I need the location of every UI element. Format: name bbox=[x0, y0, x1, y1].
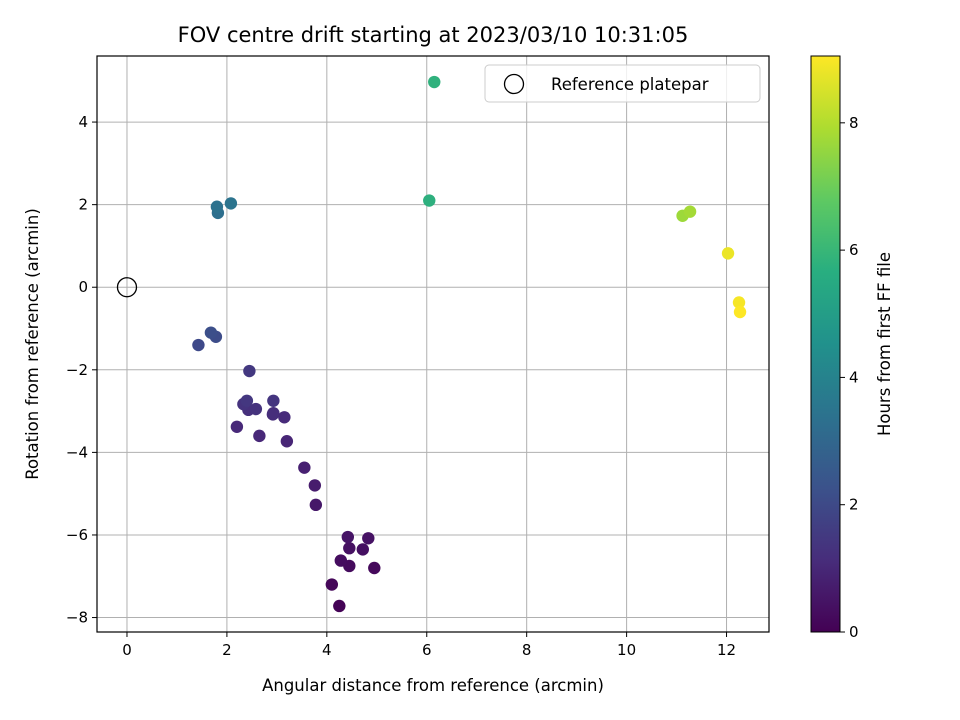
scatter-point bbox=[721, 247, 735, 260]
x-axis-ticks: 0 2 4 6 8 10 12 bbox=[122, 632, 736, 659]
x-tick-label: 10 bbox=[617, 641, 636, 659]
scatter-point bbox=[428, 75, 441, 89]
scatter-point bbox=[267, 406, 280, 420]
y-axis-ticks: −8 −6 −4 −2 0 2 4 bbox=[66, 113, 97, 627]
scatter-point bbox=[230, 420, 244, 433]
scatter-point bbox=[356, 543, 370, 556]
scatter-point bbox=[733, 305, 747, 319]
reference-platepar-marker bbox=[116, 277, 138, 298]
y-tick-label: −6 bbox=[66, 526, 88, 544]
scatter-point bbox=[278, 411, 291, 424]
colorbar-tick-label: 0 bbox=[849, 623, 859, 641]
scatter-point bbox=[253, 429, 266, 443]
legend-marker-open-circle bbox=[503, 73, 525, 95]
colorbar-label: Hours from first FF file bbox=[875, 252, 894, 436]
chart-title: FOV centre drift starting at 2023/03/10 … bbox=[178, 23, 689, 47]
legend-label-reference: Reference platepar bbox=[551, 75, 709, 94]
y-tick-label: −8 bbox=[66, 609, 88, 627]
colorbar-tick-label: 2 bbox=[849, 496, 859, 514]
scatter-point bbox=[267, 394, 280, 407]
scatter-point bbox=[362, 532, 375, 545]
scatter-point bbox=[423, 194, 436, 207]
scatter-point bbox=[683, 205, 697, 218]
scatter-point bbox=[343, 541, 356, 555]
scatter-point bbox=[341, 530, 355, 544]
scatter-point bbox=[298, 461, 311, 474]
x-tick-label: 0 bbox=[122, 641, 132, 659]
scatter-point bbox=[204, 326, 218, 339]
y-tick-label: 0 bbox=[78, 278, 88, 296]
colorbar-tick-label: 8 bbox=[849, 114, 859, 132]
y-axis-label: Rotation from reference (arcmin) bbox=[23, 208, 42, 480]
scatter-point bbox=[243, 364, 256, 378]
plot-frame bbox=[96, 55, 770, 633]
colorbar-tick-label: 6 bbox=[849, 241, 859, 259]
scatter-point bbox=[210, 200, 224, 213]
scatter-point bbox=[334, 554, 348, 567]
y-tick-label: −2 bbox=[66, 361, 88, 379]
y-tick-label: 2 bbox=[78, 196, 88, 214]
x-tick-label: 12 bbox=[717, 641, 736, 659]
colorbar-tick-label: 4 bbox=[849, 368, 859, 386]
y-tick-label: 4 bbox=[78, 113, 88, 131]
x-tick-label: 6 bbox=[422, 641, 432, 659]
scatter-point bbox=[325, 578, 339, 591]
scatter-point bbox=[368, 561, 381, 575]
scatter-points bbox=[192, 75, 747, 613]
colorbar: 0 2 4 6 8 Hours from first FF file bbox=[810, 55, 894, 641]
reference-layer bbox=[116, 277, 138, 298]
colorbar-gradient bbox=[810, 55, 841, 633]
scatter-point bbox=[308, 479, 322, 492]
scatter-point bbox=[249, 402, 263, 416]
colorbar-ticks: 0 2 4 6 8 bbox=[840, 114, 859, 641]
x-tick-label: 2 bbox=[222, 641, 232, 659]
legend-box bbox=[484, 64, 761, 103]
scatter-point bbox=[240, 394, 254, 407]
scatter-point bbox=[309, 498, 323, 512]
scatter-point bbox=[192, 338, 205, 352]
x-axis-label: Angular distance from reference (arcmin) bbox=[262, 676, 604, 695]
legend: Reference platepar bbox=[484, 64, 761, 103]
scatter-point bbox=[280, 435, 294, 448]
y-tick-label: −4 bbox=[66, 443, 88, 461]
scatter-point bbox=[732, 296, 746, 309]
x-tick-label: 8 bbox=[522, 641, 532, 659]
scatter-point bbox=[333, 599, 346, 613]
x-tick-label: 4 bbox=[322, 641, 332, 659]
scatter-point bbox=[224, 197, 238, 210]
